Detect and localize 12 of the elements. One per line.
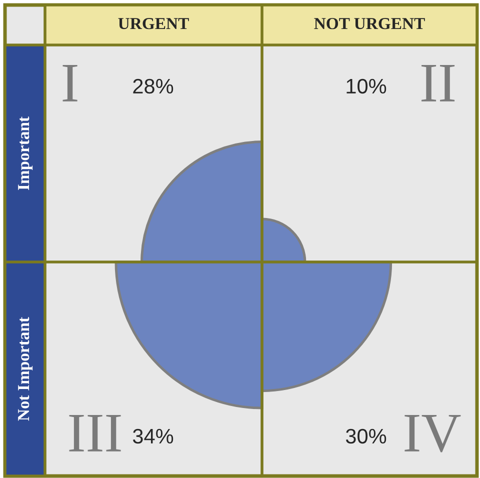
text: Not Important (18, 316, 33, 421)
data-label: 28% (133, 78, 174, 94)
text: NOT URGENT (314, 18, 425, 30)
category-label: III (69, 414, 121, 452)
data-label: 30% (346, 428, 386, 444)
category-label: IV (404, 414, 461, 452)
data-label: 34% (132, 428, 174, 444)
text: Important (18, 116, 33, 190)
data-label: 10% (346, 78, 386, 94)
text: URGENT (118, 18, 189, 30)
category-label: II (422, 64, 455, 102)
category-label: I (62, 64, 78, 102)
